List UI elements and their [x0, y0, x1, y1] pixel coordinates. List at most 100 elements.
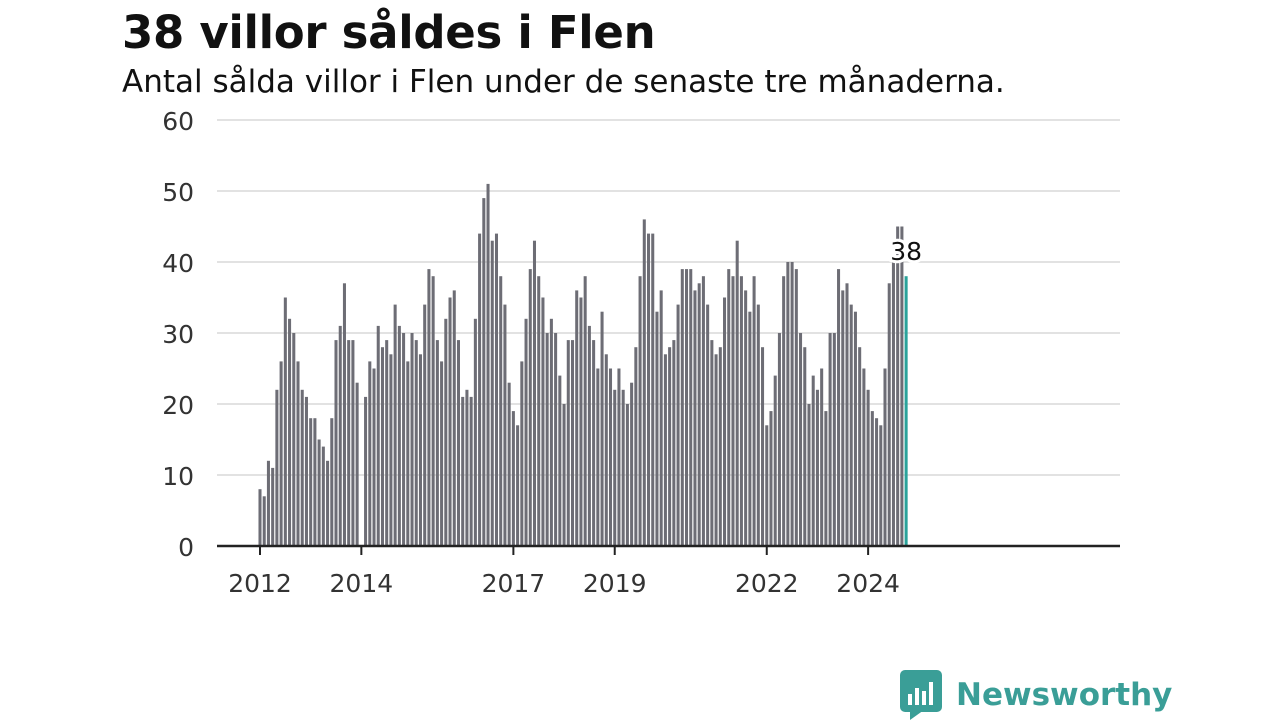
bar — [820, 368, 824, 546]
bar — [456, 340, 460, 546]
x-tick-label: 2012 — [228, 569, 292, 598]
bar — [718, 347, 722, 546]
bar — [587, 325, 591, 546]
bar — [452, 290, 456, 546]
bar — [423, 304, 427, 546]
bar — [714, 354, 718, 546]
bar — [537, 276, 541, 546]
y-tick-label: 0 — [178, 533, 194, 562]
x-tick-label: 2019 — [583, 569, 647, 598]
bar — [368, 361, 372, 546]
bar — [900, 226, 904, 546]
bar — [330, 418, 334, 546]
bar — [558, 375, 562, 546]
bar — [355, 382, 359, 546]
bar — [811, 375, 815, 546]
bar — [482, 198, 486, 546]
y-tick-label: 30 — [162, 320, 194, 349]
bar — [410, 333, 414, 546]
bar — [596, 368, 600, 546]
bar — [465, 389, 469, 546]
bar — [507, 382, 511, 546]
bar — [794, 269, 798, 546]
bar — [659, 290, 663, 546]
bar — [435, 340, 439, 546]
bar — [444, 318, 448, 546]
bar — [647, 233, 651, 546]
bar — [862, 368, 866, 546]
bar — [625, 404, 629, 546]
bar — [262, 496, 266, 546]
bar — [672, 340, 676, 546]
bar — [313, 418, 317, 546]
bar — [651, 233, 655, 546]
bar — [414, 340, 418, 546]
bar — [545, 333, 549, 546]
bar — [431, 276, 435, 546]
bar — [845, 283, 849, 546]
bar-highlight — [904, 276, 908, 546]
bar — [351, 340, 355, 546]
bar — [617, 368, 621, 546]
bar — [604, 354, 608, 546]
bar — [896, 226, 900, 546]
bar — [532, 240, 537, 546]
y-tick-label: 20 — [162, 391, 194, 420]
bar — [486, 183, 490, 546]
bar — [393, 304, 397, 546]
bar — [494, 233, 499, 546]
bar — [765, 425, 769, 546]
bar — [461, 396, 465, 546]
y-tick-label: 50 — [162, 178, 194, 207]
bar — [891, 262, 895, 546]
bar — [592, 340, 596, 546]
bar — [638, 276, 642, 546]
bar — [389, 354, 393, 546]
bar — [469, 396, 473, 546]
bar — [815, 389, 819, 546]
bar — [887, 283, 891, 546]
bar — [832, 333, 836, 546]
bar — [748, 311, 752, 546]
bar — [503, 304, 507, 546]
bar — [803, 347, 807, 546]
bar — [735, 240, 739, 546]
bar — [490, 240, 494, 546]
bar — [562, 404, 566, 546]
bar — [807, 404, 811, 546]
bar — [520, 361, 524, 546]
bar — [723, 297, 727, 546]
bar — [693, 290, 697, 546]
x-tick-label: 2017 — [482, 569, 546, 598]
annotations: 38 — [887, 234, 925, 269]
bar — [579, 297, 583, 546]
bar — [600, 311, 604, 546]
bar — [292, 333, 296, 546]
newsworthy-logo[interactable]: Newsworthy — [900, 670, 1172, 720]
bar — [549, 318, 553, 546]
bar — [326, 460, 330, 546]
bar — [701, 276, 705, 546]
x-tick-labels: 2012 2014 2017 2019 2022 2024 — [228, 546, 900, 598]
bar — [321, 446, 325, 546]
bar — [769, 411, 773, 546]
chart-title: 38 villor såldes i Flen — [122, 6, 656, 59]
bar — [642, 219, 646, 546]
bar — [731, 276, 735, 546]
bar — [288, 318, 292, 546]
bar — [372, 368, 376, 546]
bar — [786, 262, 790, 546]
y-tick-label: 40 — [162, 249, 194, 278]
x-tick-label: 2014 — [330, 569, 394, 598]
bar — [418, 354, 422, 546]
bar — [858, 347, 862, 546]
bar — [782, 276, 786, 546]
bar — [566, 340, 570, 546]
bar — [440, 361, 444, 546]
bar — [866, 389, 870, 546]
bar — [304, 396, 308, 546]
bar — [777, 333, 781, 546]
bar — [799, 333, 803, 546]
bar — [271, 467, 275, 546]
